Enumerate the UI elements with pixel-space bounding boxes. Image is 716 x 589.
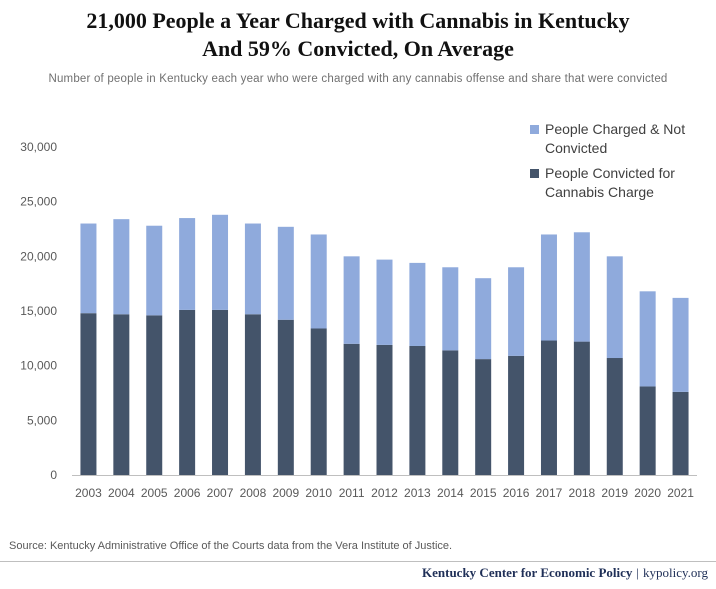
bar-charged-not-convicted <box>80 223 97 314</box>
x-tick-label: 2006 <box>174 486 201 500</box>
bar-convicted <box>212 309 229 475</box>
chart-title-line-2: And 59% Convicted, On Average <box>202 36 514 61</box>
x-tick-label: 2014 <box>437 486 464 500</box>
x-axis-ticks: 2003 2004 2005 2006 2007 2008 2009 2010 2011 2012… <box>75 486 694 500</box>
chart-legend: People Charged & Not Convicted People Conv… <box>530 121 685 200</box>
bar-charged-not-convicted <box>343 256 360 344</box>
x-tick-label: 2011 <box>339 486 365 500</box>
footer-website-link[interactable]: kypolicy.org <box>643 565 708 580</box>
bar-convicted <box>179 309 196 475</box>
y-tick-label: 10,000 <box>20 359 57 373</box>
stacked-bar-chart: 0 5,000 10,000 15,000 20,000 25,000 30,000 200… <box>20 121 697 500</box>
y-tick-label: 0 <box>50 468 57 482</box>
x-tick-label: 2013 <box>404 486 431 500</box>
x-tick-label: 2021 <box>667 486 694 500</box>
footer-org-name: Kentucky Center for Economic Policy <box>422 565 633 580</box>
bar-charged-not-convicted <box>606 256 623 359</box>
y-tick-label: 20,000 <box>20 249 57 263</box>
x-tick-label: 2007 <box>207 486 234 500</box>
bar-convicted <box>508 355 525 475</box>
legend-label: People Charged & Not <box>545 121 685 137</box>
bar-convicted <box>639 386 656 475</box>
x-tick-label: 2005 <box>141 486 168 500</box>
x-tick-label: 2009 <box>272 486 299 500</box>
bar-convicted <box>343 343 360 475</box>
y-tick-label: 30,000 <box>20 140 57 154</box>
bar-charged-not-convicted <box>540 234 557 341</box>
bar-convicted <box>146 315 163 475</box>
source-note: Source: Kentucky Administrative Office o… <box>9 540 453 552</box>
legend-label: Convicted <box>545 140 607 156</box>
footer-separator: | <box>636 565 639 580</box>
legend-label: Cannabis Charge <box>545 184 654 200</box>
chart-title-line-1: 21,000 People a Year Charged with Cannab… <box>86 8 630 33</box>
bar-charged-not-convicted <box>146 225 163 316</box>
chart-subtitle: Number of people in Kentucky each year w… <box>48 73 668 85</box>
x-tick-label: 2004 <box>108 486 135 500</box>
bar-convicted <box>606 358 623 475</box>
x-tick-label: 2012 <box>371 486 398 500</box>
bar-convicted <box>475 359 492 475</box>
bar-convicted <box>80 313 97 475</box>
bar-charged-not-convicted <box>639 291 656 387</box>
y-tick-label: 5,000 <box>27 413 57 427</box>
bar-charged-not-convicted <box>244 223 261 315</box>
x-tick-label: 2003 <box>75 486 102 500</box>
bar-charged-not-convicted <box>310 234 327 329</box>
bar-convicted <box>113 314 130 475</box>
bar-convicted <box>277 319 294 475</box>
bar-convicted <box>376 344 393 475</box>
legend-swatch <box>530 125 539 134</box>
bar-charged-not-convicted <box>409 262 426 346</box>
bar-convicted <box>540 340 557 475</box>
bar-charged-not-convicted <box>672 297 689 392</box>
footer-branding: Kentucky Center for Economic Policy | kypo… <box>422 565 708 581</box>
legend-swatch <box>530 169 539 178</box>
bar-charged-not-convicted <box>113 219 130 315</box>
x-tick-label: 2016 <box>503 486 530 500</box>
bar-convicted <box>244 314 261 475</box>
x-tick-label: 2010 <box>305 486 332 500</box>
bar-charged-not-convicted <box>376 259 393 345</box>
bar-convicted <box>573 341 590 475</box>
y-tick-label: 15,000 <box>20 304 57 318</box>
bar-convicted <box>409 345 426 475</box>
x-tick-label: 2020 <box>634 486 661 500</box>
bar-convicted <box>310 328 327 475</box>
legend-label: People Convicted for <box>545 165 675 181</box>
x-tick-label: 2015 <box>470 486 497 500</box>
bar-charged-not-convicted <box>573 232 590 342</box>
y-tick-label: 25,000 <box>20 195 57 209</box>
bar-convicted <box>672 391 689 475</box>
bar-charged-not-convicted <box>212 214 229 310</box>
bar-charged-not-convicted <box>277 226 294 320</box>
bar-charged-not-convicted <box>475 278 492 360</box>
bar-convicted <box>442 350 459 475</box>
bar-charged-not-convicted <box>179 218 196 310</box>
footer-divider <box>0 561 716 562</box>
chart-bars <box>80 214 689 475</box>
x-tick-label: 2018 <box>569 486 596 500</box>
bar-charged-not-convicted <box>442 267 459 351</box>
x-tick-label: 2017 <box>536 486 563 500</box>
x-tick-label: 2019 <box>601 486 628 500</box>
x-tick-label: 2008 <box>240 486 267 500</box>
y-axis-ticks: 0 5,000 10,000 15,000 20,000 25,000 30,000 <box>20 140 57 482</box>
bar-charged-not-convicted <box>508 267 525 356</box>
